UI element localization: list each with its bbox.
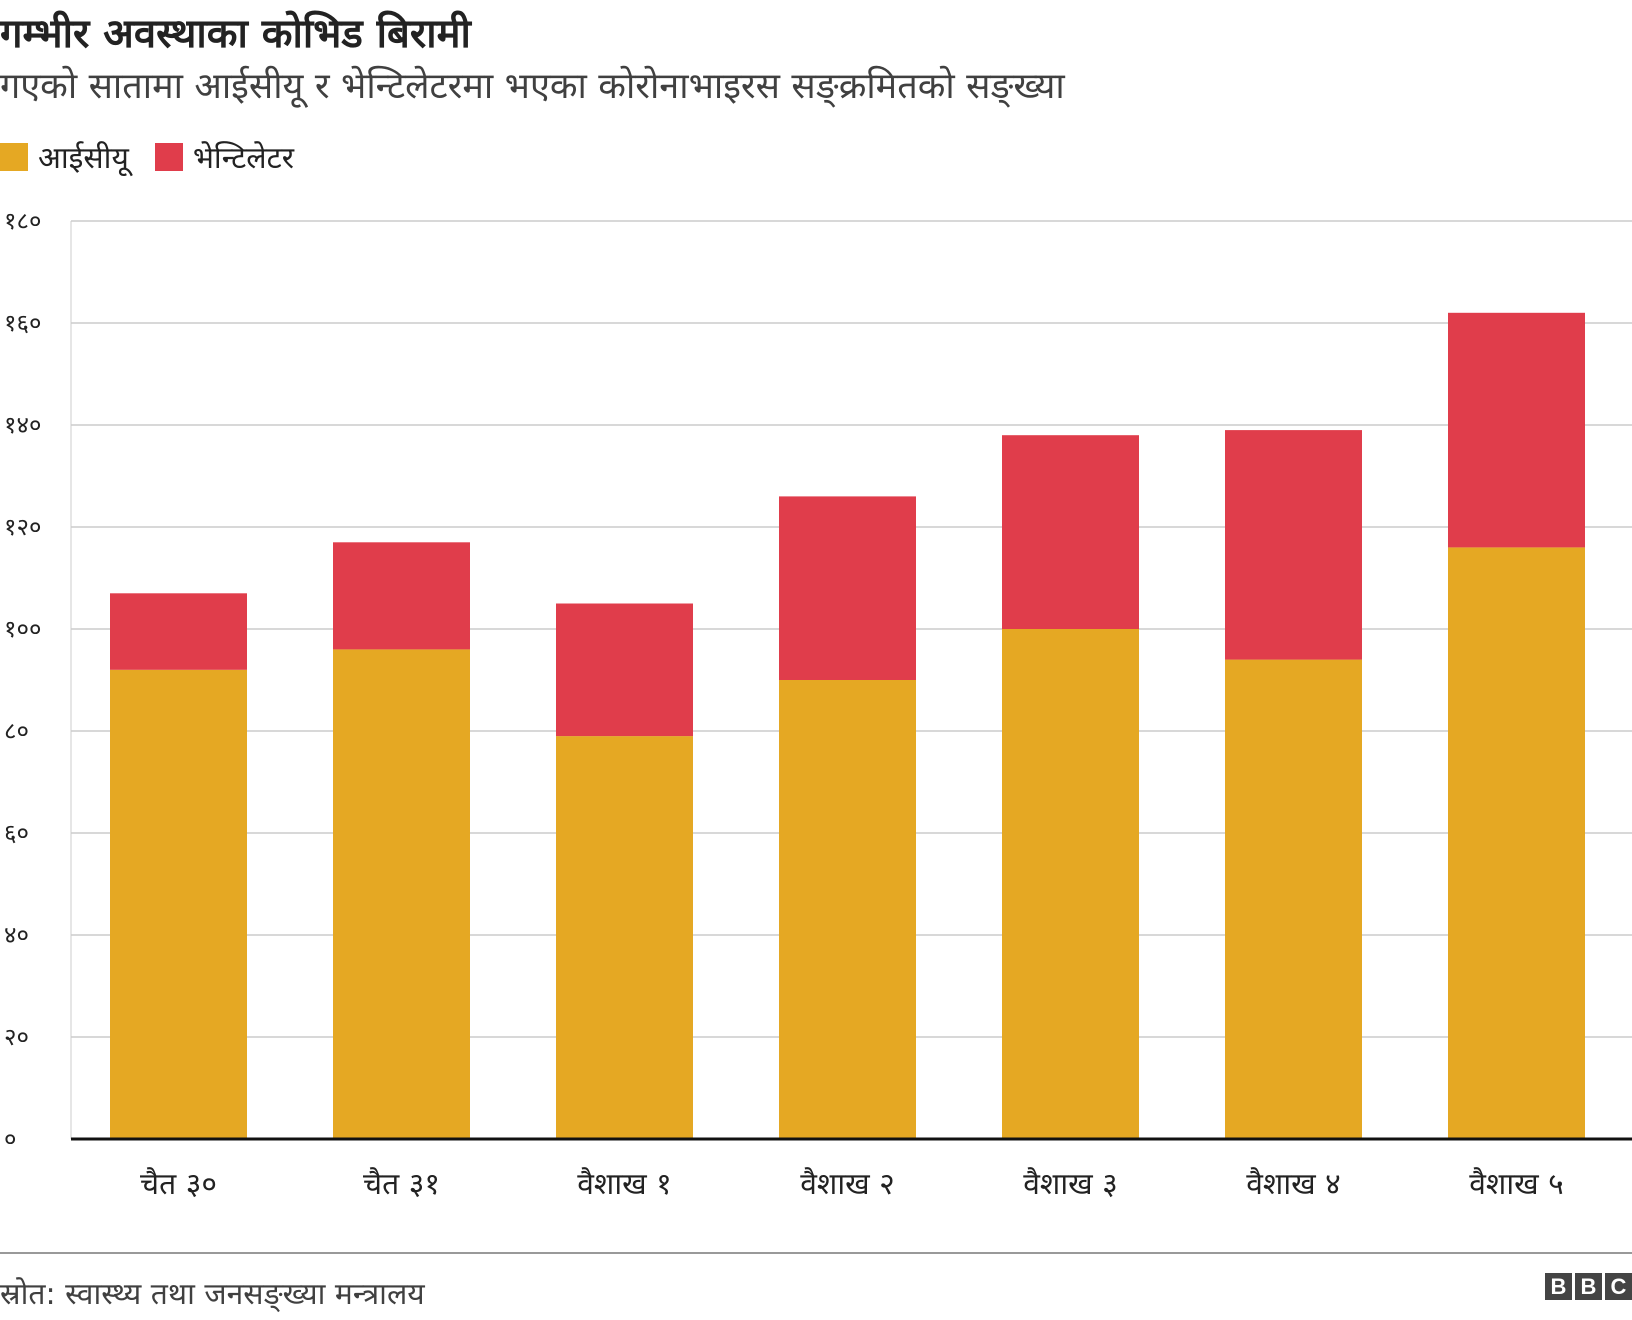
source-note: स्रोत: स्वास्थ्य तथा जनसङ्ख्या मन्त्रालय <box>0 1277 425 1312</box>
legend-label-ventilator: भेन्टिलेटर <box>192 141 294 176</box>
chart-subtitle: गएको सातामा आईसीयू र भेन्टिलेटरमा भएका क… <box>0 66 1065 107</box>
bbc-logo-b1: B <box>1545 1273 1572 1300</box>
legend-swatch-ventilator <box>154 142 183 171</box>
bar-icu <box>1448 547 1585 1139</box>
y-tick-label: २० <box>4 1023 29 1051</box>
bar-ventilator <box>779 496 916 680</box>
bar-ventilator <box>110 593 247 670</box>
x-tick-label: चैत ३१ <box>363 1167 440 1202</box>
legend: आईसीयू भेन्टिलेटर <box>0 136 320 177</box>
stacked-bar-chart: ० २० ४० ६० ८० १०० १२० १४० १६० १८० चैत ३० चैत ३१ वैशा… <box>4 207 1632 1202</box>
y-tick-label: १०० <box>4 615 41 643</box>
x-tick-label: वैशाख ४ <box>1246 1167 1341 1202</box>
bar-icu <box>333 649 470 1139</box>
bar-icu <box>1225 659 1362 1139</box>
x-tick-label: वैशाख ३ <box>1023 1167 1118 1202</box>
x-tick-label: वैशाख २ <box>800 1167 895 1202</box>
bar-icu <box>110 669 247 1139</box>
x-tick-label: वैशाख १ <box>577 1167 672 1202</box>
bbc-logo: B B C <box>1545 1273 1632 1300</box>
bbc-logo-b2: B <box>1575 1273 1602 1300</box>
chart-title: गम्भीर अवस्थाका कोभिड बिरामी <box>0 11 471 57</box>
legend-label-icu: आईसीयू <box>38 141 129 176</box>
bar-icu <box>779 680 916 1139</box>
y-tick-label: ४० <box>4 921 29 949</box>
bar-ventilator <box>1225 430 1362 660</box>
y-tick-label: १८० <box>4 207 41 235</box>
y-tick-label: ८० <box>4 717 29 745</box>
bar-ventilator <box>556 603 693 737</box>
bar-ventilator <box>1448 312 1585 548</box>
y-tick-label: १४० <box>4 411 41 439</box>
x-tick-label: चैत ३० <box>140 1167 217 1202</box>
y-tick-label: १६० <box>4 309 41 337</box>
bar-icu <box>1002 629 1139 1139</box>
y-tick-label: १२० <box>4 513 41 541</box>
legend-item-ventilator: भेन्टिलेटर <box>154 136 294 177</box>
y-tick-label: ६० <box>4 819 29 847</box>
bbc-logo-c: C <box>1605 1273 1632 1300</box>
legend-item-icu: आईसीयू <box>0 136 129 177</box>
legend-swatch-icu <box>0 142 28 171</box>
x-tick-label: वैशाख ५ <box>1469 1167 1564 1202</box>
footer-divider <box>0 1252 1632 1254</box>
bar-icu <box>556 736 693 1139</box>
y-tick-label: ० <box>4 1125 16 1153</box>
bar-ventilator <box>333 542 470 650</box>
bar-ventilator <box>1002 435 1139 629</box>
